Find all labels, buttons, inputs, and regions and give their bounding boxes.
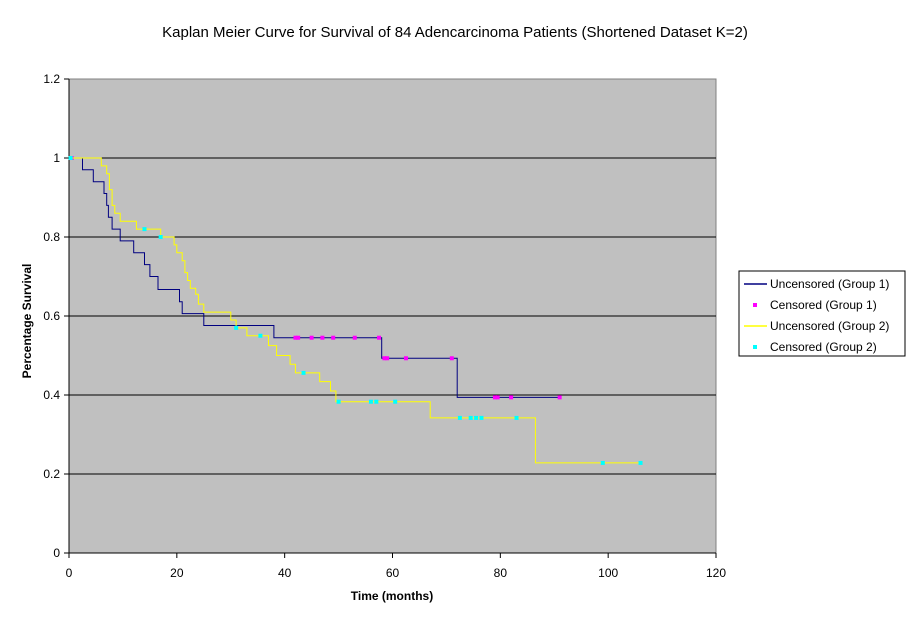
x-tick-label: 100 <box>598 566 618 580</box>
data-point-censored-group-1 <box>382 356 387 361</box>
data-point-censored-group-1 <box>509 395 514 400</box>
legend-item-uncensored-group-2: Uncensored (Group 2) <box>744 319 889 333</box>
y-tick-label: 1 <box>53 151 60 165</box>
legend: Uncensored (Group 1) Censored (Group 1) Un… <box>738 270 906 357</box>
x-tick-label: 0 <box>66 566 73 580</box>
x-tick-label: 20 <box>170 566 184 580</box>
legend-item-uncensored-group-1: Uncensored (Group 1) <box>744 277 889 291</box>
gridlines <box>69 157 716 475</box>
data-point-censored-group-2 <box>514 415 519 420</box>
series-layer <box>68 156 643 465</box>
data-point-censored-group-1 <box>385 356 390 361</box>
data-point-censored-group-2 <box>374 399 379 404</box>
data-point-censored-group-2 <box>68 156 73 160</box>
data-point-censored-group-1 <box>320 335 325 340</box>
data-point-censored-group-1 <box>449 356 454 361</box>
x-tick-label: 60 <box>386 566 400 580</box>
data-point-censored-group-2 <box>234 325 239 330</box>
data-point-censored-group-2 <box>301 370 306 375</box>
x-tick-label: 80 <box>494 566 508 580</box>
data-point-censored-group-2 <box>457 415 462 420</box>
legend-item-censored-group-1: Censored (Group 1) <box>753 298 877 312</box>
data-point-censored-group-1 <box>296 335 301 340</box>
x-tick-label: 120 <box>706 566 726 580</box>
data-point-censored-group-2 <box>258 333 263 338</box>
series-censored-group-2 <box>68 156 643 465</box>
data-point-censored-group-1 <box>557 395 562 400</box>
y-axis-label: Percentage Survival <box>20 264 34 379</box>
data-point-censored-group-1 <box>331 335 336 340</box>
series-line-uncensored-group-2 <box>69 157 641 464</box>
y-tick-label: 0.4 <box>43 388 60 402</box>
series-uncensored-group-1 <box>69 157 560 398</box>
y-tick-label: 0.6 <box>43 309 60 323</box>
legend-label: Censored (Group 1) <box>770 298 877 312</box>
data-point-censored-group-2 <box>474 415 479 420</box>
data-point-censored-group-2 <box>158 235 163 239</box>
data-point-censored-group-1 <box>377 335 382 340</box>
data-point-censored-group-1 <box>293 335 298 340</box>
series-line-uncensored-group-1 <box>69 157 560 398</box>
data-point-censored-group-2 <box>600 460 605 465</box>
legend-marker-swatch <box>753 303 757 307</box>
data-point-censored-group-1 <box>352 335 357 340</box>
series-uncensored-group-2 <box>69 157 641 464</box>
data-point-censored-group-1 <box>495 395 500 400</box>
data-point-censored-group-2 <box>142 227 147 232</box>
data-point-censored-group-2 <box>368 399 373 404</box>
data-point-censored-group-1 <box>492 395 497 400</box>
tick-labels: 0 0.2 0.4 0.6 0.8 1 1.2 0 20 40 60 80 100 120 <box>43 72 726 580</box>
data-point-censored-group-1 <box>309 335 314 340</box>
legend-label: Censored (Group 2) <box>770 340 877 354</box>
chart-title: Kaplan Meier Curve for Survival of 84 Ad… <box>162 24 748 41</box>
legend-box <box>738 270 906 357</box>
x-axis-label: Time (months) <box>351 589 433 603</box>
y-tick-label: 0.8 <box>43 230 60 244</box>
legend-label: Uncensored (Group 2) <box>770 319 889 333</box>
legend-marker-swatch <box>753 345 757 349</box>
legend-label: Uncensored (Group 1) <box>770 277 889 291</box>
data-point-censored-group-2 <box>479 415 484 420</box>
data-point-censored-group-1 <box>403 356 408 361</box>
data-point-censored-group-2 <box>336 399 341 404</box>
legend-item-censored-group-2: Censored (Group 2) <box>753 340 877 354</box>
y-tick-label: 0 <box>53 546 60 560</box>
data-point-censored-group-2 <box>393 399 398 404</box>
x-tick-label: 40 <box>278 566 292 580</box>
y-tick-label: 1.2 <box>43 72 60 86</box>
data-point-censored-group-2 <box>638 460 643 465</box>
y-tick-label: 0.2 <box>43 467 60 481</box>
data-point-censored-group-2 <box>468 415 473 420</box>
